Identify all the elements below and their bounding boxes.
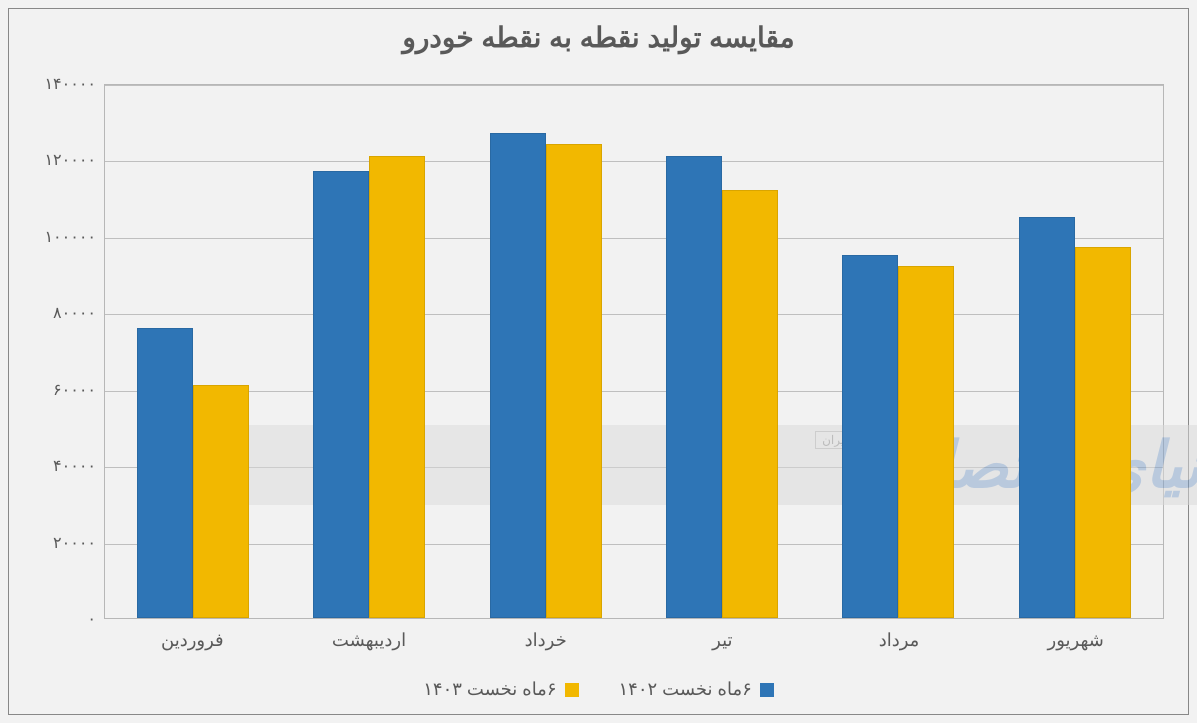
bar <box>722 190 778 618</box>
legend-item: ۶ماه نخست ۱۴۰۲ <box>619 679 774 700</box>
bar-group <box>634 85 810 618</box>
y-tick-label: ۱۲۰۰۰۰ <box>16 150 96 170</box>
legend-label: ۶ماه نخست ۱۴۰۳ <box>423 679 556 700</box>
y-tick-label: ۲۰۰۰۰ <box>16 533 96 553</box>
bar <box>1075 247 1131 618</box>
y-tick-label: ۱۰۰۰۰۰ <box>16 227 96 247</box>
bar <box>313 171 369 618</box>
bar-group <box>105 85 281 618</box>
bar-group <box>987 85 1163 618</box>
y-tick-label: ۱۴۰۰۰۰ <box>16 74 96 94</box>
y-tick-label: ۰ <box>16 609 96 629</box>
plot-area: دنیای اقتصاد روزنامه صبح ایران <box>104 84 1164 619</box>
chart-title: مقایسه تولید نقطه به نقطه خودرو <box>9 21 1188 54</box>
x-axis-labels: فروردیناردیبهشتخردادتیرمردادشهریور <box>104 624 1164 651</box>
x-tick-label: فروردین <box>104 624 281 651</box>
bar <box>490 133 546 618</box>
bar <box>1019 217 1075 618</box>
bar <box>666 156 722 618</box>
x-tick-label: شهریور <box>987 624 1164 651</box>
bar <box>193 385 249 618</box>
y-tick-label: ۴۰۰۰۰ <box>16 456 96 476</box>
bar-group <box>810 85 986 618</box>
y-tick-label: ۶۰۰۰۰ <box>16 380 96 400</box>
legend: ۶ماه نخست ۱۴۰۲ ۶ماه نخست ۱۴۰۳ <box>9 679 1188 700</box>
legend-label: ۶ماه نخست ۱۴۰۲ <box>619 679 752 700</box>
y-tick-label: ۸۰۰۰۰ <box>16 303 96 323</box>
chart-container: مقایسه تولید نقطه به نقطه خودرو دنیای اق… <box>8 8 1189 715</box>
legend-swatch <box>565 683 579 697</box>
bar-group <box>281 85 457 618</box>
bar <box>842 255 898 618</box>
x-tick-label: اردیبهشت <box>281 624 458 651</box>
bar-group <box>458 85 634 618</box>
x-tick-label: خرداد <box>457 624 634 651</box>
bar <box>898 266 954 618</box>
legend-item: ۶ماه نخست ۱۴۰۳ <box>423 679 578 700</box>
bar <box>546 144 602 618</box>
legend-swatch <box>760 683 774 697</box>
bar <box>369 156 425 618</box>
bar <box>137 328 193 618</box>
x-tick-label: مرداد <box>811 624 988 651</box>
x-tick-label: تیر <box>634 624 811 651</box>
bars-row <box>105 85 1163 618</box>
